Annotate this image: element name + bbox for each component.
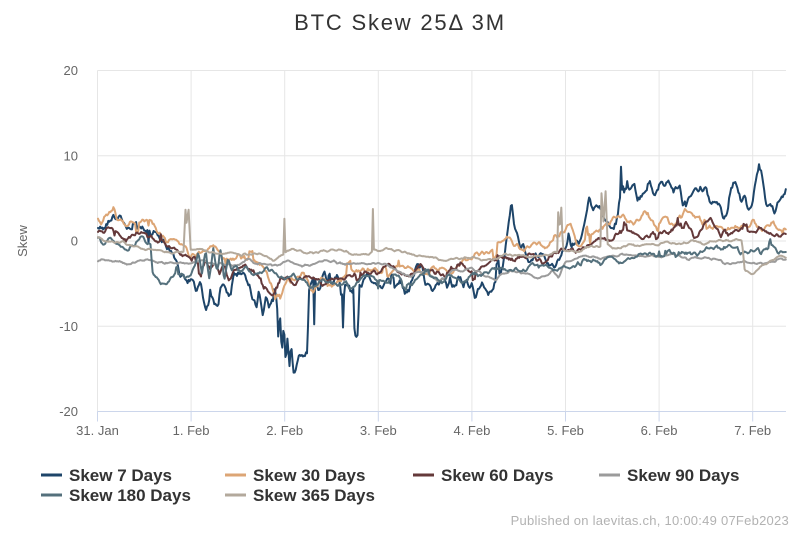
svg-text:Skew: Skew [15, 224, 30, 256]
svg-text:BTC Skew 25Δ 3M: BTC Skew 25Δ 3M [294, 10, 506, 35]
svg-text:Published on laevitas.ch, 10:0: Published on laevitas.ch, 10:00:49 07Feb… [511, 513, 789, 528]
svg-text:10: 10 [64, 149, 78, 164]
svg-text:Skew 7 Days: Skew 7 Days [69, 466, 172, 485]
svg-text:-10: -10 [59, 319, 78, 334]
svg-text:6. Feb: 6. Feb [641, 423, 678, 438]
svg-text:4. Feb: 4. Feb [453, 423, 490, 438]
svg-text:7. Feb: 7. Feb [734, 423, 771, 438]
svg-text:20: 20 [64, 63, 78, 78]
svg-text:Skew 365 Days: Skew 365 Days [253, 486, 375, 505]
svg-text:3. Feb: 3. Feb [360, 423, 397, 438]
svg-text:31. Jan: 31. Jan [76, 423, 119, 438]
svg-text:Skew 30 Days: Skew 30 Days [253, 466, 365, 485]
svg-text:1. Feb: 1. Feb [173, 423, 210, 438]
svg-text:Skew 90 Days: Skew 90 Days [627, 466, 739, 485]
svg-text:2. Feb: 2. Feb [266, 423, 303, 438]
svg-text:Skew 60 Days: Skew 60 Days [441, 466, 553, 485]
svg-text:0: 0 [71, 234, 78, 249]
svg-text:5. Feb: 5. Feb [547, 423, 584, 438]
svg-text:Skew 180 Days: Skew 180 Days [69, 486, 191, 505]
svg-text:-20: -20 [59, 404, 78, 419]
